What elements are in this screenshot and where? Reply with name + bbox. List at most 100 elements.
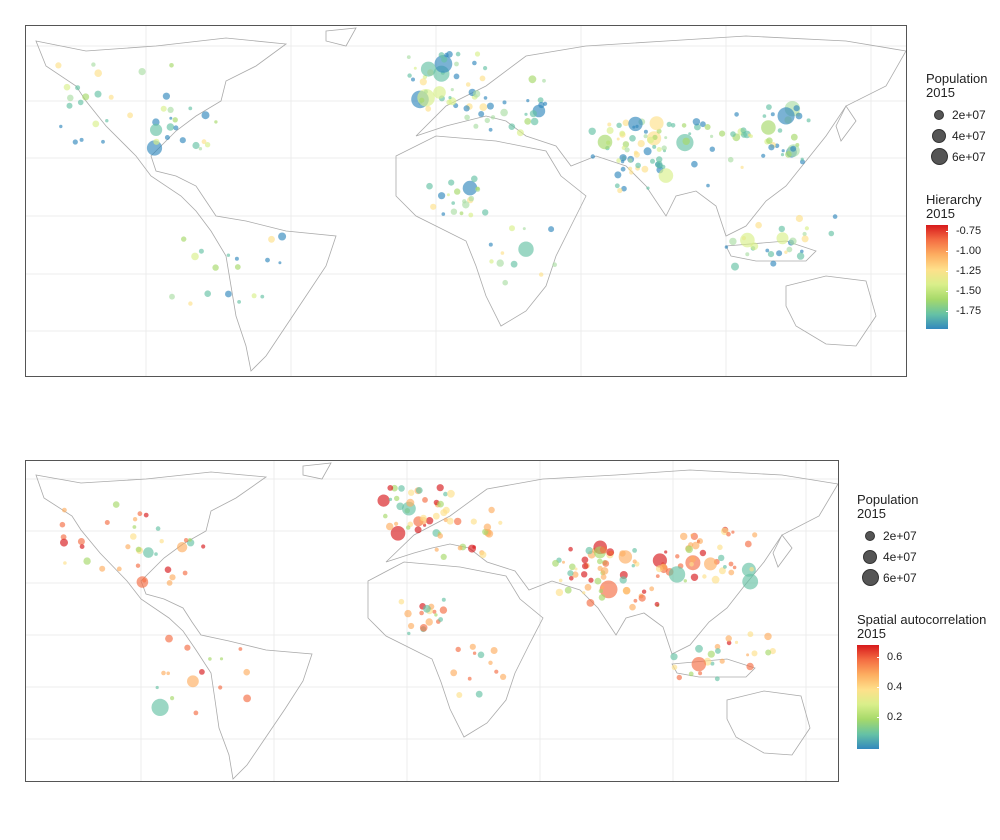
city-point [569, 576, 574, 581]
city-point [567, 570, 574, 577]
city-point [440, 553, 447, 560]
city-point [588, 127, 596, 135]
city-point [675, 554, 680, 559]
city-point [130, 533, 137, 540]
city-point [62, 507, 67, 513]
city-point [628, 116, 643, 132]
city-point [509, 225, 515, 232]
city-point [127, 112, 133, 119]
city-point [454, 61, 459, 67]
city-point [619, 550, 626, 557]
city-point [731, 262, 739, 271]
city-point [406, 525, 411, 530]
city-point [116, 566, 122, 572]
city-point [789, 237, 797, 245]
city-point [469, 643, 476, 650]
city-point [411, 77, 415, 82]
city-point [537, 97, 544, 103]
city-point [617, 187, 623, 194]
size-legend-title: Population [857, 492, 919, 507]
city-point [690, 573, 699, 581]
city-point [635, 162, 641, 169]
city-point [425, 517, 434, 525]
city-point [707, 650, 715, 658]
city-point [800, 159, 805, 165]
city-point [718, 567, 726, 575]
city-point [414, 526, 422, 534]
city-point [442, 506, 450, 514]
color-legend-year: 2015 [926, 206, 955, 221]
city-point [169, 116, 173, 120]
city-point [165, 634, 173, 643]
city-point [656, 156, 663, 163]
city-point [125, 544, 131, 550]
city-point [562, 560, 565, 564]
size-legend-row: 2e+07 [857, 525, 918, 546]
city-point [198, 248, 204, 254]
city-point [104, 520, 110, 525]
size-legend-label: 4e+07 [883, 549, 917, 564]
city-point [59, 124, 63, 129]
city-point [419, 97, 425, 103]
city-point [656, 147, 662, 152]
city-point [184, 644, 191, 651]
city-point [734, 112, 739, 117]
city-point [433, 86, 446, 99]
city-point [67, 94, 74, 102]
city-point [79, 137, 84, 142]
city-point [658, 168, 674, 183]
city-point [621, 185, 627, 192]
city-point [632, 548, 637, 553]
city-point [155, 685, 159, 690]
city-point [709, 146, 715, 152]
city-point [450, 88, 454, 92]
city-point [162, 92, 170, 100]
city-point [183, 538, 189, 543]
city-point [661, 164, 666, 169]
city-point [761, 153, 766, 158]
city-point [268, 235, 275, 243]
city-point [746, 662, 754, 671]
city-point [552, 262, 557, 267]
size-legend-year: 2015 [857, 506, 886, 521]
city-point [454, 188, 461, 195]
city-point [243, 668, 250, 676]
city-point [278, 261, 282, 265]
city-point [804, 226, 810, 231]
city-point [768, 144, 775, 151]
city-point [483, 66, 488, 71]
city-point [641, 589, 647, 594]
city-point [802, 231, 807, 237]
city-point [795, 112, 803, 120]
city-point [101, 139, 105, 144]
city-point [446, 99, 452, 105]
city-point [142, 578, 147, 583]
city-point [225, 290, 232, 298]
size-legend-row: 6e+07 [857, 567, 918, 588]
size-key-small [934, 109, 944, 120]
city-point [164, 135, 170, 140]
city-point [488, 127, 493, 132]
country-outlines [35, 27, 906, 372]
city-point [488, 506, 495, 514]
city-point [599, 546, 608, 554]
city-point [82, 93, 90, 101]
hierarchy-map [25, 25, 907, 377]
city-point [732, 565, 737, 570]
city-point [688, 132, 692, 136]
city-point [192, 141, 200, 150]
city-point [454, 517, 462, 526]
city-point [676, 674, 682, 681]
city-point [498, 520, 503, 525]
city-point [169, 293, 175, 300]
city-point [723, 565, 727, 569]
hierarchy-color-legend: Hierarchy 2015 -0.75 -1.00 -1.25 -1.50 -… [926, 193, 982, 337]
city-point [765, 649, 772, 656]
city-point [415, 487, 423, 494]
city-point [800, 157, 804, 161]
city-point [770, 260, 777, 267]
city-point [671, 664, 678, 671]
city-point [764, 632, 772, 641]
city-point [407, 631, 411, 636]
city-point [434, 547, 439, 552]
